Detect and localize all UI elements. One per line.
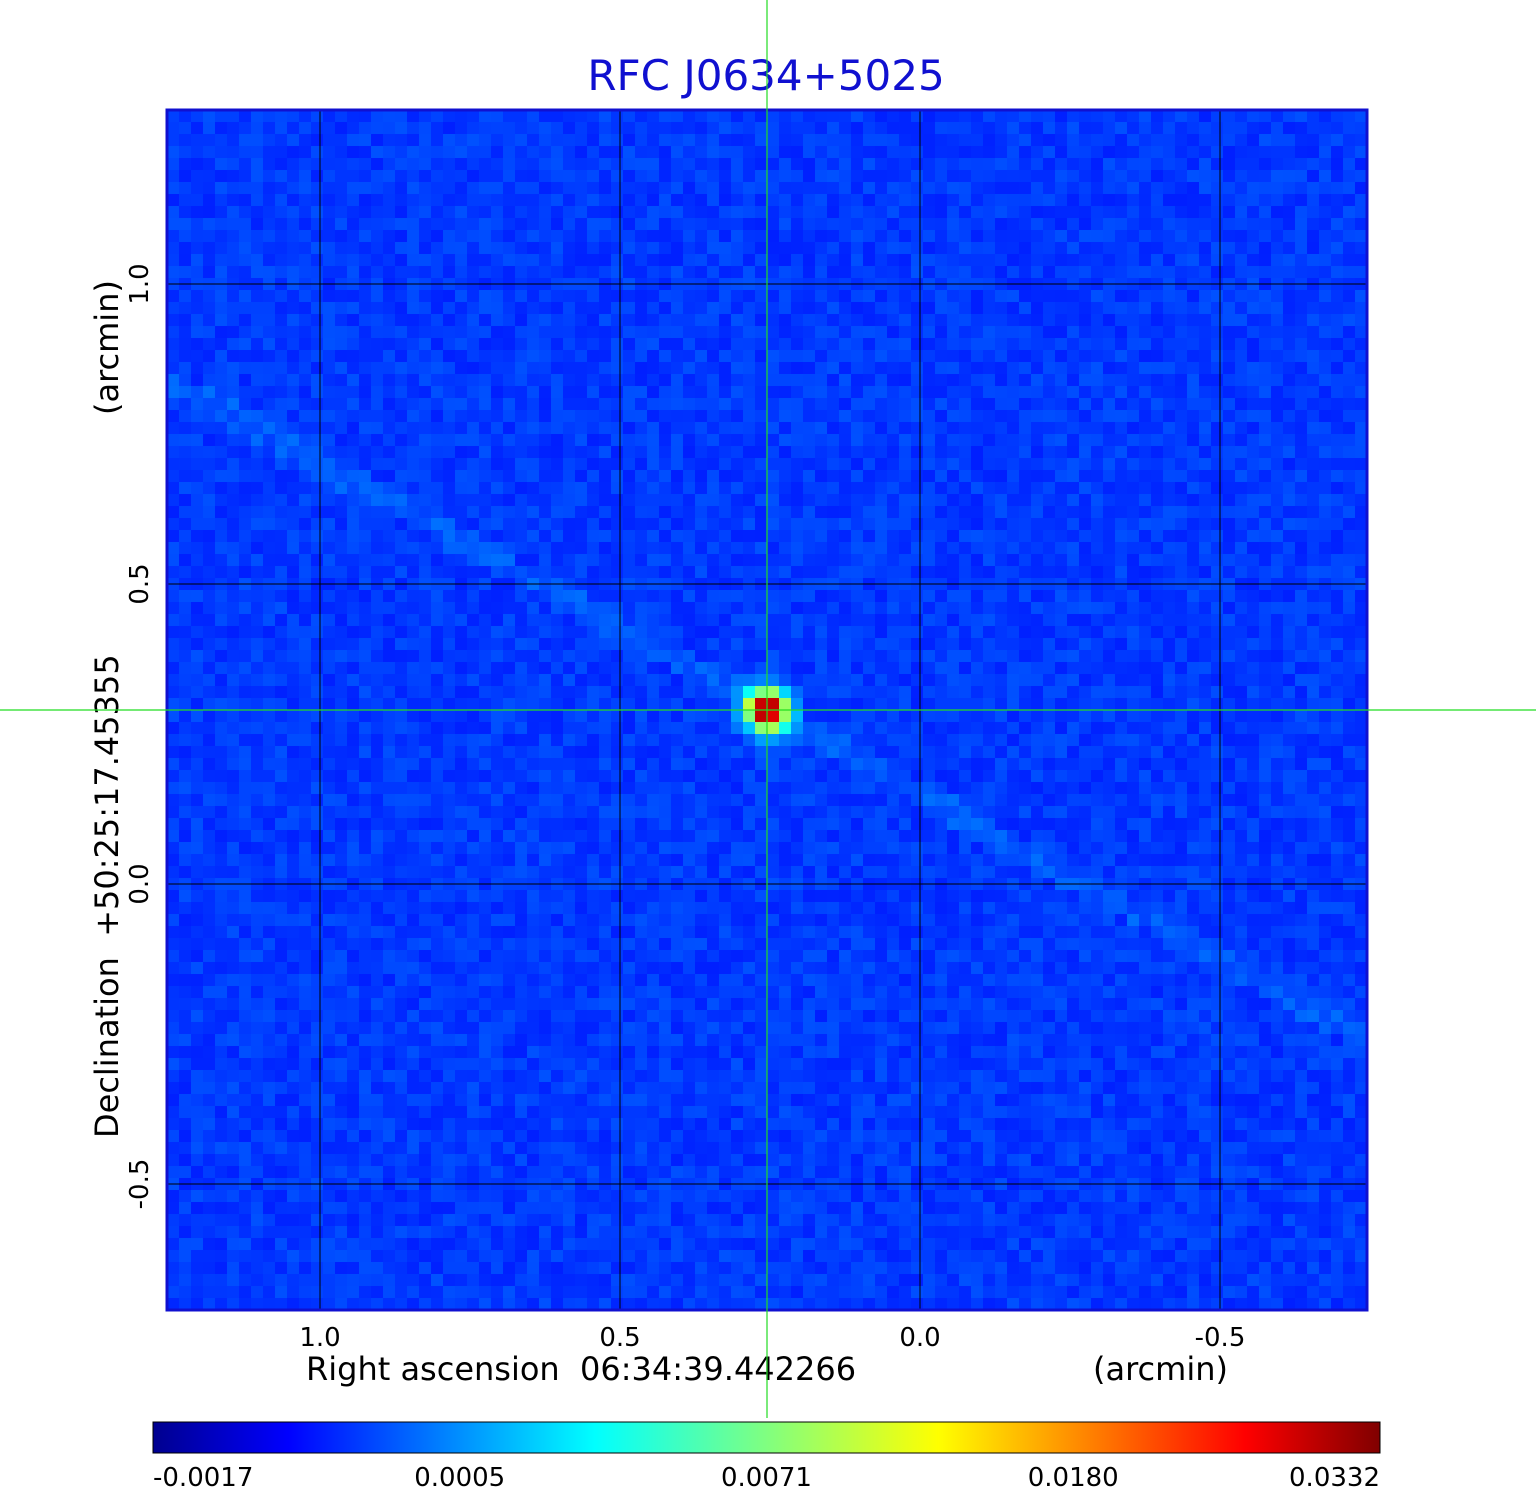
x-tick-label: 0.5: [599, 1323, 640, 1353]
colorbar-tick-label: 0.0332: [1289, 1463, 1380, 1493]
colorbar-tick-label: 0.0071: [721, 1463, 812, 1493]
x-axis-unit: (arcmin): [1093, 1350, 1228, 1388]
x-tick-label: -0.5: [1195, 1323, 1246, 1353]
chart-title: RFC J0634+5025: [587, 51, 944, 100]
y-tick-label: 1.0: [125, 263, 155, 304]
y-tick-label: -0.5: [125, 1159, 155, 1210]
sky-image: [167, 110, 1367, 1310]
y-tick-label: 0.5: [125, 563, 155, 604]
colorbar: [152, 1421, 1381, 1454]
colorbar-tick-label: 0.0005: [414, 1463, 505, 1493]
x-tick-label: 1.0: [299, 1323, 340, 1353]
colorbar-tick-label: -0.0017: [153, 1463, 253, 1493]
colorbar-tick-label: 0.0180: [1028, 1463, 1119, 1493]
x-tick-label: 0.0: [899, 1323, 940, 1353]
y-axis-unit: (arcmin): [88, 280, 126, 415]
y-tick-label: 0.0: [125, 863, 155, 904]
y-axis-label: Declination +50:25:17.45355: [88, 654, 126, 1138]
crosshair: [0, 0, 1536, 1418]
x-axis-label: Right ascension 06:34:39.442266: [306, 1350, 856, 1388]
